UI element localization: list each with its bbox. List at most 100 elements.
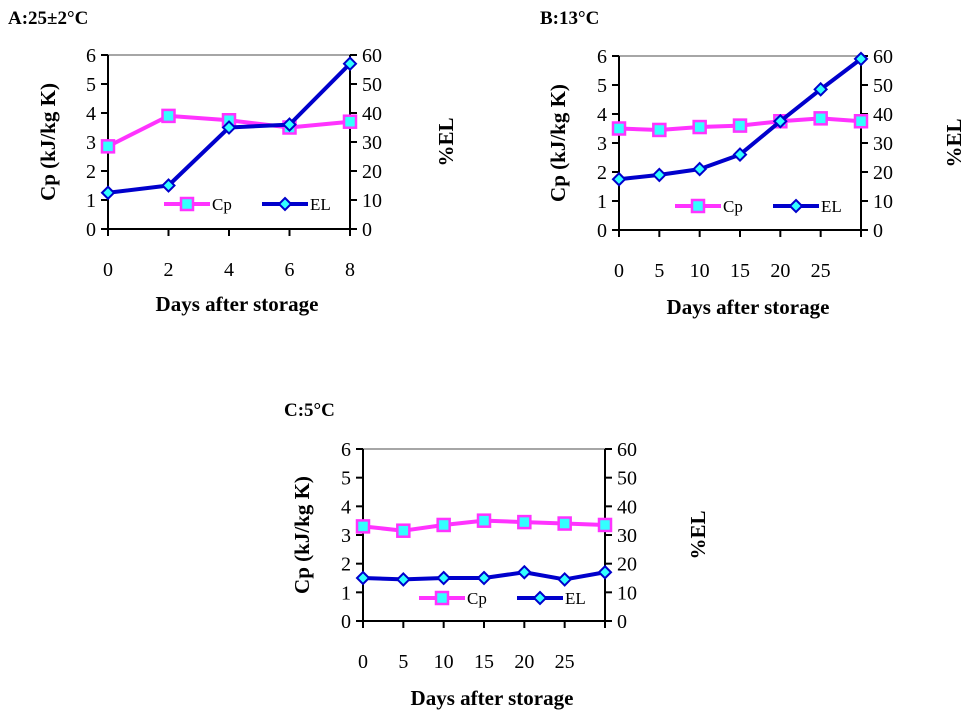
y-tick-label: 0 [341, 611, 351, 633]
legend-marker-el [532, 590, 548, 606]
y-tick-label: 2 [86, 161, 96, 183]
y2-tick-label: 10 [362, 190, 382, 212]
series-cp [611, 111, 869, 138]
legend-marker-el [788, 198, 804, 214]
legend-label-el: EL [565, 589, 586, 608]
x-tick-label: 10 [434, 651, 454, 673]
y2-tick-label: 20 [362, 161, 382, 183]
x-tick-label: 25 [555, 651, 575, 673]
legend-marker-cp [179, 196, 195, 212]
legend-label-el: EL [310, 195, 331, 214]
x-tick-label: 20 [770, 260, 790, 282]
data-point-el [853, 51, 869, 67]
y-tick-label: 4 [86, 103, 96, 125]
series-cp [355, 513, 613, 538]
y-axis-title: Cp (kJ/kg K) [290, 476, 314, 594]
y-tick-label: 5 [597, 75, 607, 97]
y-tick-label: 6 [86, 45, 96, 67]
y2-tick-label: 30 [873, 133, 893, 155]
x-tick-label: 0 [614, 260, 624, 282]
x-tick-label: 10 [690, 260, 710, 282]
y-tick-label: 1 [341, 582, 351, 604]
legend-marker-cp [690, 198, 706, 214]
y2-tick-label: 10 [617, 582, 637, 604]
legend-marker-el [277, 196, 293, 212]
chart-title: C:5°C [284, 400, 335, 421]
data-point-cp [611, 121, 627, 136]
data-point-el [161, 178, 176, 193]
x-tick-label: 4 [224, 259, 234, 281]
data-point-el [100, 185, 116, 201]
legend-marker-cp [434, 590, 450, 606]
data-point-el [651, 167, 667, 183]
data-point-cp [161, 108, 176, 124]
data-point-el [476, 570, 492, 586]
x-tick-label: 0 [103, 259, 113, 281]
data-point-cp [100, 139, 116, 154]
y2-tick-label: 40 [617, 496, 637, 518]
y-tick-label: 3 [597, 133, 607, 155]
data-point-el [221, 120, 237, 135]
y2-tick-label: 50 [617, 468, 637, 490]
y2-tick-label: 0 [873, 220, 883, 242]
data-point-el [732, 147, 748, 163]
data-point-cp [732, 118, 748, 133]
legend: Cp EL [675, 197, 842, 216]
y-tick-label: 4 [341, 496, 351, 518]
y-tick-label: 3 [341, 525, 351, 547]
legend-label-el: EL [821, 197, 842, 216]
data-point-el [597, 564, 613, 580]
y2-axis-title: %EL [434, 117, 458, 166]
x-tick-label: 25 [811, 260, 831, 282]
data-point-el [436, 570, 452, 586]
y2-tick-label: 40 [873, 104, 893, 126]
x-tick-label: 6 [285, 259, 295, 281]
legend: Cp EL [419, 589, 586, 608]
y-tick-label: 0 [597, 220, 607, 242]
data-point-el [611, 171, 627, 187]
data-point-el [516, 564, 532, 580]
x-tick-label: 20 [514, 651, 534, 673]
data-point-el [282, 117, 297, 133]
data-point-cp [557, 516, 572, 531]
y2-axis-title: %EL [686, 510, 710, 559]
y-tick-label: 2 [597, 162, 607, 184]
y2-tick-label: 50 [362, 74, 382, 96]
y2-tick-label: 30 [617, 525, 637, 547]
series-el [355, 564, 613, 587]
y2-tick-label: 10 [873, 191, 893, 213]
legend-label-cp: Cp [212, 195, 232, 214]
y-tick-label: 2 [341, 554, 351, 576]
data-point-el [395, 572, 411, 587]
data-point-el [813, 81, 829, 97]
y-axis-title: Cp (kJ/kg K) [546, 84, 570, 202]
x-axis-title: Days after storage [667, 295, 830, 319]
data-point-cp [476, 513, 492, 528]
y-tick-label: 5 [341, 468, 351, 490]
y-tick-label: 5 [86, 74, 96, 96]
y2-tick-label: 30 [362, 132, 382, 154]
y-tick-label: 0 [86, 219, 96, 241]
y2-tick-label: 60 [362, 45, 382, 67]
x-tick-label: 0 [358, 651, 368, 673]
y-tick-label: 6 [341, 439, 351, 461]
y-axis-title: Cp (kJ/kg K) [36, 83, 60, 201]
x-tick-label: 15 [730, 260, 750, 282]
legend: Cp EL [164, 195, 331, 214]
data-point-el [355, 570, 371, 586]
chart-title: B:13°C [540, 8, 599, 29]
y2-tick-label: 20 [873, 162, 893, 184]
y2-tick-label: 20 [617, 554, 637, 576]
y2-tick-label: 0 [617, 611, 627, 633]
x-tick-label: 2 [164, 259, 174, 281]
y-tick-label: 1 [86, 190, 96, 212]
x-tick-label: 5 [654, 260, 664, 282]
x-tick-label: 5 [398, 651, 408, 673]
x-axis-title: Days after storage [411, 686, 574, 710]
y-tick-label: 6 [597, 46, 607, 68]
data-point-cp [652, 122, 667, 138]
